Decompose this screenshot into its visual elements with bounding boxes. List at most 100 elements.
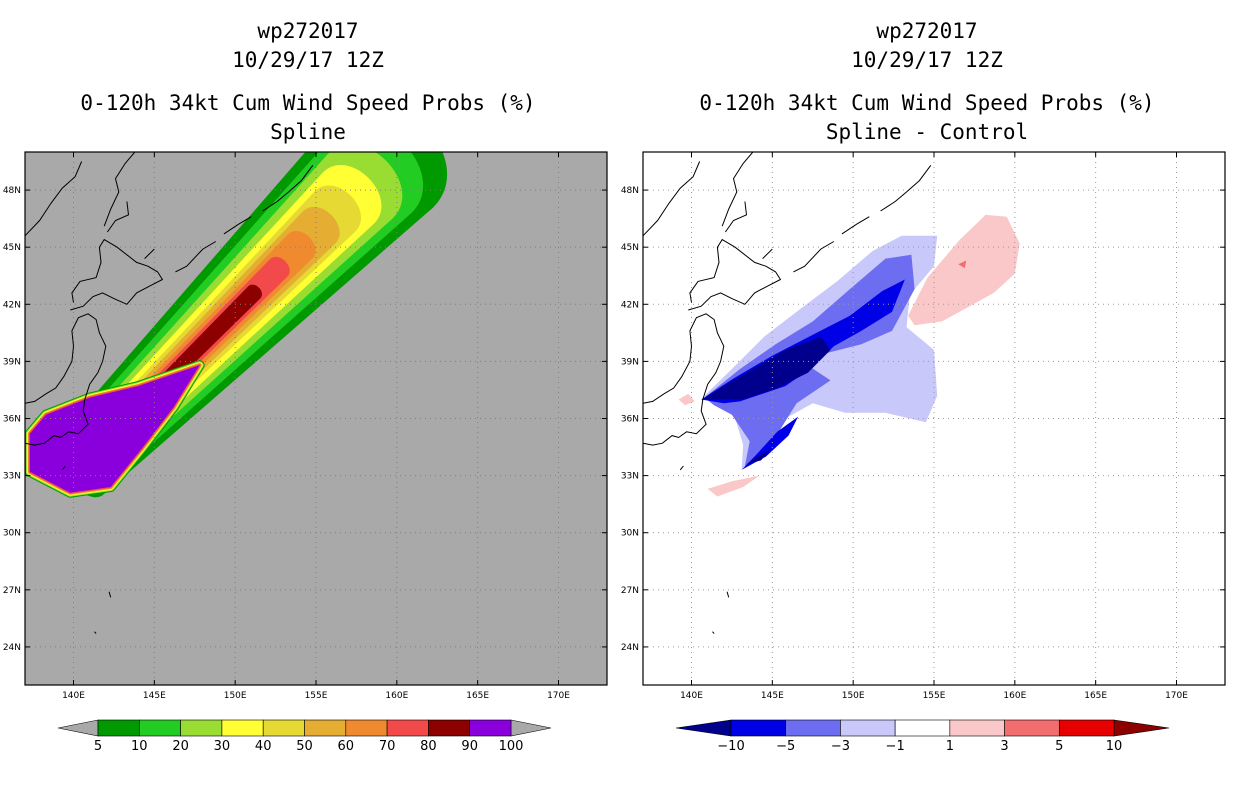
coastline-segment <box>262 165 314 212</box>
x-tick-label: 150E <box>224 691 247 701</box>
right-axis-ticks: 140E 145E 150E 155E 160E 165E 170E 24N 27N 30N 33N… <box>621 152 1225 701</box>
colorbar-label: −1 <box>886 739 905 754</box>
left-title-storm-id: wp272017 <box>257 19 358 43</box>
colorbar-label: 10 <box>131 739 148 754</box>
coastline-segment <box>70 238 164 311</box>
y-tick-label: 30N <box>621 529 639 539</box>
coastline-segment <box>679 465 684 471</box>
right-gridlines <box>643 152 1225 685</box>
left-title-date: 10/29/17 12Z <box>232 48 384 72</box>
right-difference-contours <box>678 214 1020 497</box>
coastline-segment <box>841 216 870 235</box>
colorbar-swatch <box>97 719 140 737</box>
right-title-date: 10/29/17 12Z <box>851 48 1003 72</box>
coastline-segment <box>762 248 773 259</box>
x-tick-label: 145E <box>143 691 166 701</box>
y-tick-label: 24N <box>3 643 21 653</box>
x-tick-label: 150E <box>842 691 865 701</box>
colorbar-swatch <box>180 719 223 737</box>
y-tick-label: 24N <box>621 643 639 653</box>
y-tick-label: 27N <box>621 586 639 596</box>
left-colorbar: 5 10 20 30 40 50 60 70 80 90 100 <box>57 719 552 754</box>
coastline-segment <box>144 248 155 259</box>
colorbar-label: 50 <box>296 739 313 754</box>
colorbar-swatch <box>428 719 470 737</box>
colorbar-swatch <box>345 719 388 737</box>
diff-region <box>702 336 831 400</box>
colorbar-swatch <box>785 719 841 737</box>
y-tick-label: 30N <box>3 529 21 539</box>
y-tick-label: 42N <box>621 300 639 310</box>
y-tick-label: 36N <box>621 415 639 425</box>
colorbar-label: −10 <box>717 739 744 754</box>
left-gridlines <box>25 152 607 685</box>
colorbar-swatch <box>304 719 347 737</box>
coastline-segment <box>726 591 730 598</box>
coastline-segment <box>25 161 83 237</box>
y-tick-label: 45N <box>621 243 639 253</box>
y-tick-label: 27N <box>3 586 21 596</box>
left-title-method: Spline <box>270 120 346 144</box>
y-tick-label: 42N <box>3 300 21 310</box>
x-tick-label: 160E <box>1003 691 1026 701</box>
x-tick-label: 170E <box>1165 691 1188 701</box>
coastline-segment <box>108 591 112 598</box>
right-colorbar: −10 −5 −3 −1 1 3 5 10 <box>675 719 1170 754</box>
left-axis-ticks: 140E 145E 150E 155E 160E 165E 170E 24N 27N 30N 33N… <box>3 152 607 701</box>
colorbar-swatch <box>730 719 787 737</box>
right-coastlines <box>643 152 932 634</box>
colorbar-swatch <box>139 719 181 737</box>
right-panel: wp272017 10/29/17 12Z 0-120h 34kt Cum Wi… <box>621 19 1226 754</box>
colorbar-swatch <box>894 719 951 737</box>
x-tick-label: 160E <box>385 691 408 701</box>
y-tick-label: 48N <box>621 186 639 196</box>
coastline-segment <box>175 241 217 273</box>
coastline-segment <box>721 152 754 227</box>
right-title-storm-id: wp272017 <box>876 19 977 43</box>
diff-region <box>908 214 1020 326</box>
colorbar-swatch <box>1058 719 1115 737</box>
left-title-product: 0-120h 34kt Cum Wind Speed Probs (%) <box>80 91 535 115</box>
coastline-segment <box>793 241 835 273</box>
right-title-method: Spline - Control <box>826 120 1028 144</box>
diff-region <box>746 449 771 465</box>
x-tick-label: 145E <box>761 691 784 701</box>
colorbar-swatch <box>221 719 264 737</box>
right-title-product: 0-120h 34kt Cum Wind Speed Probs (%) <box>699 91 1154 115</box>
x-tick-label: 165E <box>466 691 489 701</box>
diff-region <box>958 260 967 269</box>
contour-level-100 <box>29 365 200 493</box>
coastline-segment <box>724 201 748 233</box>
colorbar-label: 40 <box>255 739 272 754</box>
colorbar-label: 80 <box>420 739 437 754</box>
coastline-segment <box>643 313 725 446</box>
coastline-segment <box>712 631 715 634</box>
y-tick-label: 33N <box>3 472 21 482</box>
y-tick-label: 33N <box>621 472 639 482</box>
colorbar-label: 70 <box>379 739 396 754</box>
coastline-segment <box>223 216 252 235</box>
colorbar-label: 5 <box>1055 739 1063 754</box>
coastline-segment <box>643 161 701 237</box>
left-probability-contours <box>25 152 447 498</box>
colorbar-label: −5 <box>776 739 795 754</box>
colorbar-swatch <box>386 719 429 737</box>
colorbar-swatch <box>840 719 896 737</box>
coastline-segment <box>94 631 97 634</box>
x-tick-label: 165E <box>1084 691 1107 701</box>
x-tick-label: 155E <box>923 691 946 701</box>
colorbar-swatch <box>469 719 512 737</box>
left-coastlines <box>25 152 314 634</box>
coastline-segment <box>688 238 782 311</box>
colorbar-label: 10 <box>1106 739 1123 754</box>
colorbar-high-arrow <box>510 719 552 737</box>
diff-region <box>741 416 799 470</box>
y-tick-label: 39N <box>621 357 639 367</box>
y-tick-label: 45N <box>3 243 21 253</box>
colorbar-label: 30 <box>214 739 231 754</box>
colorbar-swatch <box>1004 719 1060 737</box>
coastline-segment <box>106 201 130 233</box>
x-tick-label: 140E <box>680 691 703 701</box>
x-tick-label: 155E <box>305 691 328 701</box>
